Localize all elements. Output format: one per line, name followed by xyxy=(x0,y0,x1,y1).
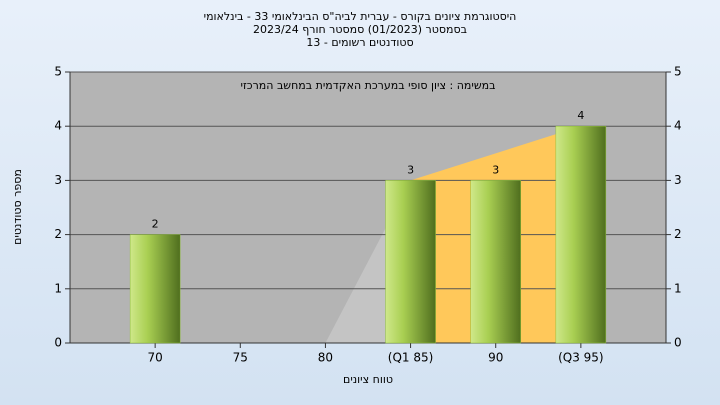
y-tick-label: 5 xyxy=(54,65,62,79)
x-tick-label: 80 xyxy=(318,351,333,365)
value-label: 3 xyxy=(492,163,499,176)
x-tick-label: 75 xyxy=(233,351,248,365)
bar xyxy=(129,234,181,344)
y2-tick-label: 0 xyxy=(674,336,682,350)
value-label: 3 xyxy=(407,163,414,176)
y-axis-label: מספר סטודנטים xyxy=(11,169,24,245)
bar xyxy=(385,180,436,344)
chart-subtitle: סטודנטים רשומים - 13 xyxy=(306,36,413,49)
y2-tick-label: 4 xyxy=(674,119,682,133)
y2-tick-label: 2 xyxy=(674,227,682,241)
x-tick-label: 70 xyxy=(148,351,163,365)
y-tick-label: 0 xyxy=(54,336,62,350)
y-tick-label: 4 xyxy=(54,119,62,133)
y2-tick-label: 3 xyxy=(674,173,682,187)
bar xyxy=(470,180,521,344)
y-tick-label: 2 xyxy=(54,227,62,241)
chart-subtitle: בסמסטר (01/2023) סמסטר חורף 2023/24 xyxy=(253,23,467,36)
x-tick-label: (Q1 85) xyxy=(388,351,434,365)
x-axis-label: טווח ציונים xyxy=(343,373,393,386)
y2-tick-label: 5 xyxy=(674,65,682,79)
bar xyxy=(555,125,607,344)
value-label: 4 xyxy=(577,109,584,122)
y-tick-label: 1 xyxy=(54,281,62,295)
y2-tick-label: 1 xyxy=(674,281,682,295)
value-label: 2 xyxy=(152,218,159,231)
annotation: במשימה : ציון סופי במערכת האקדמית במחשב … xyxy=(241,79,496,92)
x-tick-label: 90 xyxy=(488,351,503,365)
y-tick-label: 3 xyxy=(54,173,62,187)
chart-title: היסטוגרמת ציונים בקורס - עברית לביה"ס הב… xyxy=(204,10,517,23)
x-tick-label: (Q3 95) xyxy=(558,351,604,365)
